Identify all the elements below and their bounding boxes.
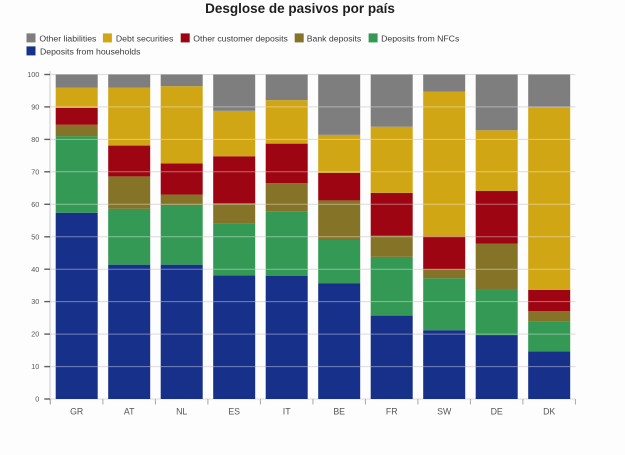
svg-text:DE: DE [491,407,503,417]
svg-text:GR: GR [70,407,83,417]
svg-text:DK: DK [543,407,555,417]
svg-text:100: 100 [27,70,39,79]
svg-text:Bank deposits: Bank deposits [307,33,362,43]
svg-text:50: 50 [31,232,39,241]
svg-text:BE: BE [333,407,345,417]
svg-text:10: 10 [31,362,39,371]
svg-text:90: 90 [31,103,39,112]
svg-text:Deposits from NFCs: Deposits from NFCs [381,33,460,43]
svg-text:SW: SW [437,407,452,417]
svg-text:Other customer deposits: Other customer deposits [193,33,288,43]
svg-text:30: 30 [31,297,39,306]
svg-text:60: 60 [31,200,39,209]
svg-text:70: 70 [31,167,39,176]
svg-text:Desglose de pasivos por país: Desglose de pasivos por país [205,1,395,16]
svg-text:Other liabilities: Other liabilities [39,33,97,43]
svg-text:20: 20 [31,330,39,339]
svg-text:40: 40 [31,265,39,274]
svg-text:Deposits from households: Deposits from households [40,46,141,56]
svg-text:FR: FR [386,407,398,417]
svg-text:0: 0 [35,395,39,404]
svg-text:IT: IT [283,407,291,417]
svg-text:80: 80 [31,135,39,144]
svg-text:ES: ES [228,407,240,417]
svg-text:NL: NL [176,407,187,417]
svg-text:Debt securities: Debt securities [116,33,174,43]
svg-text:AT: AT [124,407,135,417]
